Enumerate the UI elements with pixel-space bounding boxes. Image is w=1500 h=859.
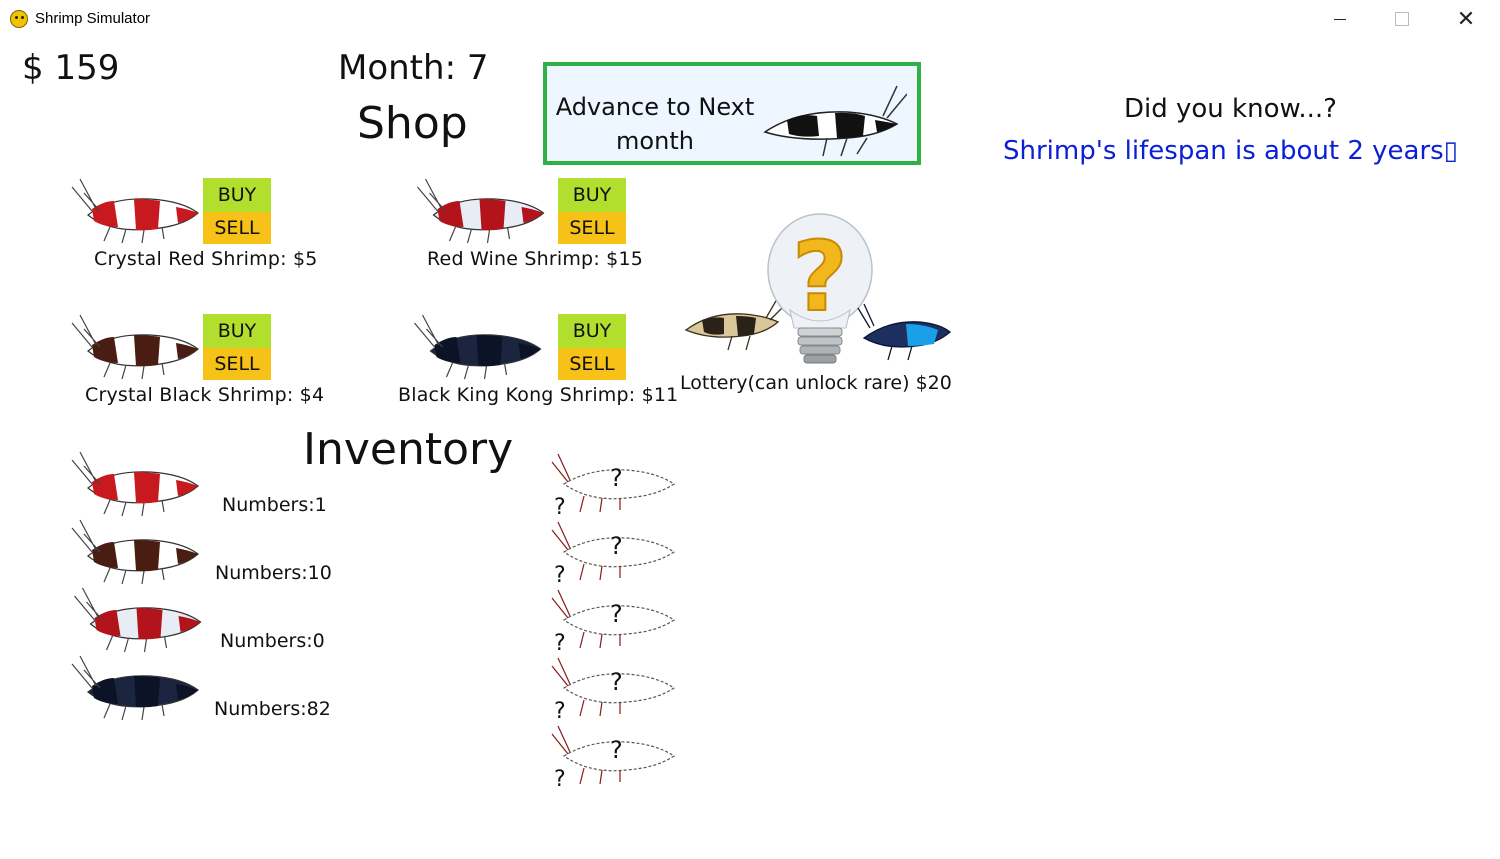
- window-titlebar: Shrimp Simulator ✕: [0, 0, 1500, 38]
- locked-shrimp: ??: [550, 722, 680, 792]
- buy-button[interactable]: BUY: [203, 314, 271, 348]
- svg-text:?: ?: [554, 495, 566, 516]
- black-king-kong-shrimp-icon: [70, 652, 205, 726]
- month-display: Month: 7: [338, 48, 489, 88]
- svg-text:?: ?: [610, 600, 623, 628]
- svg-text:?: ?: [610, 532, 623, 560]
- inventory-count: Numbers:1: [222, 494, 327, 516]
- lightbulb-question-icon: ?: [680, 210, 960, 374]
- inventory-row: Numbers:1: [70, 448, 370, 517]
- crystal-black-shrimp-icon: [70, 516, 205, 590]
- shop-item-crystal-red: BUY SELL Crystal Red Shrimp: $5: [70, 175, 370, 285]
- black-king-kong-shrimp-icon: [410, 311, 550, 385]
- shop-heading: Shop: [357, 98, 468, 149]
- inventory-count: Numbers:82: [214, 698, 331, 720]
- crystal-black-shrimp-icon: [70, 311, 205, 385]
- svg-text:?: ?: [610, 736, 623, 764]
- shop-item-label: Red Wine Shrimp: $15: [427, 248, 644, 270]
- sell-button[interactable]: SELL: [203, 212, 271, 244]
- locked-shrimp: ??: [550, 654, 680, 724]
- buy-button[interactable]: BUY: [203, 178, 271, 212]
- maximize-button[interactable]: [1372, 0, 1432, 38]
- window-title: Shrimp Simulator: [35, 10, 151, 27]
- advance-month-label: Advance to Next month: [555, 93, 755, 155]
- advance-month-button[interactable]: Advance to Next month: [543, 62, 921, 165]
- sell-button[interactable]: SELL: [203, 348, 271, 380]
- tip-heading: Did you know...?: [1124, 94, 1337, 124]
- inventory-row: Numbers:10: [70, 516, 370, 585]
- shop-item-label: Black King Kong Shrimp: $11: [398, 384, 679, 406]
- svg-text:?: ?: [610, 668, 623, 696]
- red-wine-shrimp-icon: [413, 175, 553, 249]
- svg-text:?: ?: [610, 464, 623, 492]
- lottery-label: Lottery(can unlock rare) $20: [680, 372, 952, 394]
- sell-button[interactable]: SELL: [558, 212, 626, 244]
- close-button[interactable]: ✕: [1436, 0, 1496, 38]
- locked-shrimp: ??: [550, 586, 680, 656]
- locked-shrimp: ??: [550, 518, 680, 588]
- sell-button[interactable]: SELL: [558, 348, 626, 380]
- tip-fact: Shrimp's lifespan is about 2 years▯: [1003, 136, 1458, 166]
- buy-button[interactable]: BUY: [558, 178, 626, 212]
- inventory-count: Numbers:0: [220, 630, 325, 652]
- minimize-icon: [1334, 18, 1346, 20]
- inventory-count: Numbers:10: [215, 562, 332, 584]
- svg-text:?: ?: [554, 563, 566, 584]
- shop-item-label: Crystal Black Shrimp: $4: [85, 384, 325, 406]
- close-icon: ✕: [1456, 6, 1476, 31]
- svg-text:?: ?: [792, 221, 848, 333]
- inventory-row: Numbers:82: [70, 652, 370, 721]
- maximize-icon: [1395, 12, 1409, 26]
- minimize-button[interactable]: [1310, 0, 1370, 38]
- lottery-button[interactable]: ? Lottery(can unlock rare) $20: [680, 210, 960, 400]
- svg-text:?: ?: [554, 767, 566, 788]
- inventory-heading: Inventory: [303, 424, 514, 475]
- locked-shrimp: ??: [550, 450, 680, 520]
- crystal-red-shrimp-icon: [70, 448, 205, 522]
- buy-button[interactable]: BUY: [558, 314, 626, 348]
- shop-item-black-king-kong: BUY SELL Black King Kong Shrimp: $11: [398, 311, 698, 421]
- red-wine-shrimp-icon: [70, 584, 210, 658]
- shop-item-crystal-black: BUY SELL Crystal Black Shrimp: $4: [70, 311, 370, 421]
- svg-text:?: ?: [554, 699, 566, 720]
- inventory-row: Numbers:0: [70, 584, 370, 653]
- svg-text:?: ?: [554, 631, 566, 652]
- shop-item-red-wine: BUY SELL Red Wine Shrimp: $15: [413, 175, 713, 285]
- shop-item-label: Crystal Red Shrimp: $5: [94, 248, 318, 270]
- crystal-red-shrimp-icon: [70, 175, 205, 249]
- money-display: $ 159: [22, 48, 120, 88]
- app-icon: [10, 10, 28, 28]
- black-shrimp-icon: [757, 80, 908, 164]
